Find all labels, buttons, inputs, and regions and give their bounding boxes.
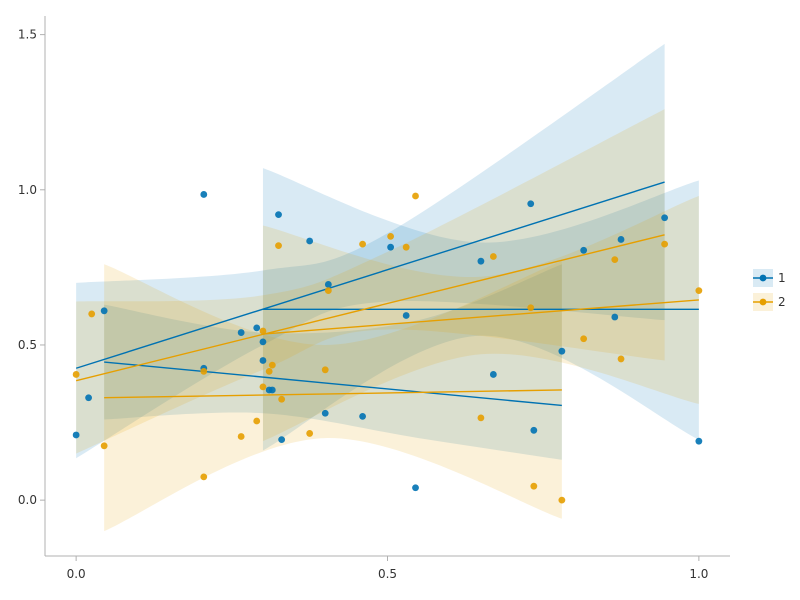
data-point-series-2-19 (402, 243, 410, 251)
data-point-series-2-2 (88, 310, 96, 318)
data-point-series-1-14 (306, 237, 314, 245)
y-tick-label: 0.0 (18, 493, 37, 507)
data-point-series-2-9 (259, 383, 267, 391)
confidence-band-series-1-2 (104, 264, 562, 460)
data-point-series-2-27 (611, 256, 619, 264)
data-point-series-1-29 (661, 214, 669, 222)
legend-marker-series-2 (759, 298, 767, 306)
data-point-series-2-20 (412, 192, 419, 200)
data-point-series-2-22 (489, 253, 497, 260)
confidence-band-series-2-1 (76, 109, 665, 454)
data-point-series-2-29 (661, 240, 669, 248)
data-point-series-2-28 (617, 355, 625, 363)
data-point-series-2-10 (265, 367, 273, 375)
data-point-series-2-17 (359, 240, 366, 248)
data-point-series-1-18 (387, 243, 395, 251)
data-point-series-1-28 (617, 236, 625, 243)
x-tick-label: 1.0 (689, 567, 708, 581)
data-point-series-2-7 (253, 417, 261, 425)
data-point-series-1-17 (359, 412, 366, 420)
data-points (72, 191, 703, 504)
fit-lines (75, 181, 699, 407)
data-point-series-2-12 (275, 242, 282, 250)
data-point-series-2-1 (72, 371, 80, 378)
data-point-series-1-12 (275, 211, 282, 219)
data-point-series-1-27 (611, 313, 619, 321)
x-tick-label: 0.5 (378, 567, 397, 581)
data-point-series-1-2 (85, 394, 92, 402)
confidence-band-series-1-1 (76, 43, 665, 459)
data-point-series-1-20 (412, 484, 419, 492)
data-point-series-1-16 (324, 281, 332, 288)
data-point-series-2-11 (268, 361, 276, 369)
y-axis-ticks: 0.0 0.5 1.0 1.5 (18, 28, 45, 507)
data-point-series-1-9 (259, 357, 267, 364)
data-point-series-2-4 (200, 367, 208, 375)
data-point-series-1-25 (558, 347, 566, 355)
confidence-band-series-2-2 (104, 261, 562, 532)
data-point-series-2-24 (530, 482, 538, 490)
y-tick-label: 1.0 (18, 183, 37, 197)
data-point-series-1-3 (100, 307, 108, 315)
data-point-series-1-22 (489, 371, 497, 378)
data-point-series-1-30 (695, 437, 703, 445)
legend: 12 (753, 269, 786, 311)
x-axis-ticks: 0.0 0.5 1.0 (67, 556, 708, 581)
data-point-series-2-15 (321, 366, 329, 374)
data-point-series-2-25 (558, 496, 566, 504)
confidence-bands (76, 43, 699, 532)
data-point-series-2-13 (278, 395, 286, 403)
data-point-series-2-21 (477, 414, 485, 422)
y-tick-label: 1.5 (18, 28, 37, 42)
data-point-series-1-8 (259, 338, 267, 346)
data-point-series-2-23 (527, 304, 535, 312)
data-point-series-2-18 (387, 232, 395, 240)
confidence-band-series-2-3 (262, 196, 699, 442)
data-point-series-1-7 (253, 324, 261, 332)
data-point-series-2-26 (580, 335, 588, 343)
legend-label-series-1: 1 (778, 271, 786, 285)
data-point-series-2-6 (237, 433, 245, 440)
data-point-series-1-1 (72, 431, 80, 439)
data-point-series-2-8 (259, 327, 267, 335)
data-point-series-2-3 (100, 442, 108, 450)
data-point-series-1-26 (580, 246, 588, 254)
legend-label-series-2: 2 (778, 295, 786, 309)
data-point-series-1-23 (527, 200, 535, 208)
axes: 0.0 0.5 1.0 0.0 0.5 1.0 1.5 (18, 16, 730, 581)
fit-line-series-2-3 (262, 299, 699, 335)
x-tick-label: 0.0 (67, 567, 86, 581)
data-point-series-2-14 (306, 430, 314, 437)
data-point-series-2-5 (200, 473, 208, 481)
data-point-series-1-13 (278, 436, 286, 444)
fit-line-series-1-1 (75, 181, 665, 369)
data-point-series-2-30 (695, 287, 703, 295)
data-point-series-1-19 (402, 312, 410, 319)
data-point-series-1-24 (530, 426, 538, 434)
data-point-series-1-11 (268, 386, 276, 394)
data-point-series-1-6 (237, 329, 245, 336)
fit-line-series-1-2 (104, 361, 562, 407)
data-point-series-2-16 (324, 287, 332, 295)
fit-line-series-2-2 (104, 389, 562, 399)
data-point-series-1-4 (200, 191, 208, 198)
y-tick-label: 0.5 (18, 338, 37, 352)
fit-line-series-2-1 (75, 234, 665, 382)
data-point-series-1-15 (321, 409, 329, 417)
legend-marker-series-1 (759, 274, 767, 282)
data-point-series-1-21 (477, 257, 485, 265)
